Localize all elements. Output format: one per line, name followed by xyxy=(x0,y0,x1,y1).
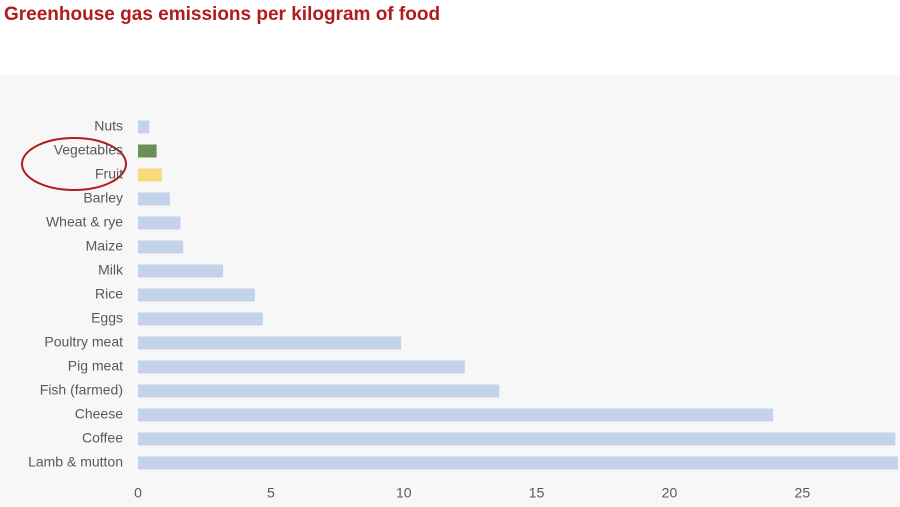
y-tick-label: Barley xyxy=(83,190,123,206)
x-tick-label: 10 xyxy=(396,485,412,501)
bar xyxy=(138,288,255,302)
y-tick-label: Fruit xyxy=(95,166,123,182)
y-tick-label: Poultry meat xyxy=(44,334,123,350)
y-tick-label: Milk xyxy=(98,262,124,278)
y-tick-label: Maize xyxy=(86,238,124,254)
highlight-circle xyxy=(21,137,127,191)
y-tick-label: Vegetables xyxy=(54,142,123,158)
y-tick-label: Nuts xyxy=(94,118,123,134)
bar xyxy=(138,456,898,470)
bar xyxy=(138,384,500,398)
y-tick-label: Pig meat xyxy=(68,358,123,374)
chart-title: Greenhouse gas emissions per kilogram of… xyxy=(4,4,440,25)
bar xyxy=(138,336,402,350)
bar xyxy=(138,360,465,374)
bars xyxy=(138,120,898,470)
bar xyxy=(138,264,224,278)
y-tick-label: Fish (farmed) xyxy=(40,382,123,398)
y-tick-label: Eggs xyxy=(91,310,123,326)
bar xyxy=(138,432,896,446)
y-tick-label: Cheese xyxy=(75,406,123,422)
bar xyxy=(138,192,170,206)
x-tick-label: 0 xyxy=(134,485,142,501)
y-tick-label: Lamb & mutton xyxy=(28,454,123,470)
y-tick-label: Wheat & rye xyxy=(46,214,123,230)
bar xyxy=(138,312,263,326)
bar xyxy=(138,168,162,182)
x-tick-label: 20 xyxy=(662,485,678,501)
x-tick-label: 15 xyxy=(529,485,545,501)
bar xyxy=(138,408,774,422)
bar xyxy=(138,240,184,254)
y-tick-label: Rice xyxy=(95,286,123,302)
x-tick-label: 5 xyxy=(267,485,275,501)
bar xyxy=(138,120,150,134)
y-tick-label: Coffee xyxy=(82,430,123,446)
bar xyxy=(138,216,181,230)
x-tick-label: 25 xyxy=(795,485,811,501)
bar xyxy=(138,144,157,158)
